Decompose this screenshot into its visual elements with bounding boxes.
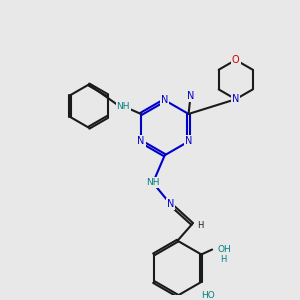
Text: HO: HO xyxy=(201,291,215,300)
Text: N: N xyxy=(232,94,239,104)
Text: H: H xyxy=(220,255,226,264)
Text: H: H xyxy=(197,221,203,230)
Text: NH: NH xyxy=(116,102,130,111)
Text: N: N xyxy=(137,136,145,146)
Text: NH: NH xyxy=(146,178,160,187)
Text: N: N xyxy=(167,199,174,209)
Text: O: O xyxy=(232,55,239,65)
Text: N: N xyxy=(187,91,194,101)
Text: OH: OH xyxy=(217,245,231,254)
Text: N: N xyxy=(185,136,192,146)
Text: N: N xyxy=(161,95,168,105)
